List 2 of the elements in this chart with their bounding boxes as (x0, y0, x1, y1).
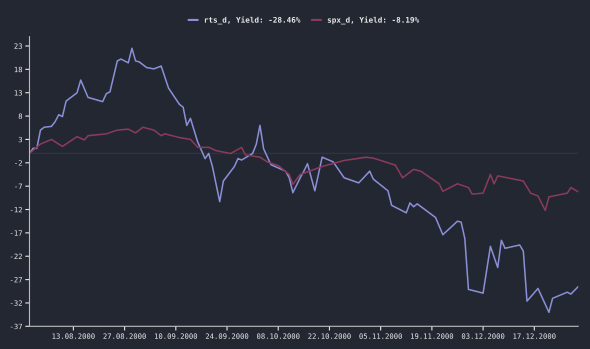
line-series (30, 126, 578, 212)
line-series (30, 48, 578, 314)
